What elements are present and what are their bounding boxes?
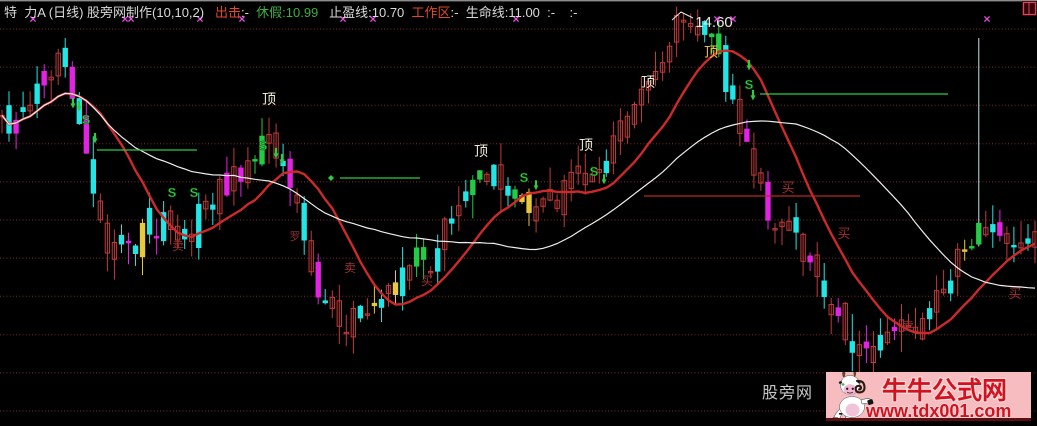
svg-text:S: S [520, 170, 529, 185]
svg-text:S: S [168, 185, 177, 200]
svg-text:www.tdx001.com: www.tdx001.com [865, 401, 1011, 421]
svg-text:卖: 卖 [172, 239, 184, 253]
svg-text:买: 买 [781, 180, 794, 195]
svg-text:顶: 顶 [262, 91, 276, 107]
svg-text:买: 买 [421, 274, 433, 288]
svg-text:顶: 顶 [579, 137, 593, 153]
svg-text:顶: 顶 [474, 143, 488, 159]
svg-text:卖: 卖 [344, 261, 356, 275]
svg-text:S: S [190, 185, 199, 200]
svg-text:S: S [590, 164, 599, 179]
svg-text:S: S [82, 112, 91, 127]
svg-text:S: S [259, 138, 268, 153]
svg-text:买: 买 [1008, 286, 1021, 301]
svg-text:顶: 顶 [641, 74, 655, 90]
svg-text:卖: 卖 [902, 319, 914, 333]
svg-text:顶: 顶 [704, 44, 718, 60]
svg-text:14.60: 14.60 [695, 14, 733, 31]
svg-text:S: S [745, 77, 754, 92]
svg-text:罗: 罗 [290, 230, 301, 243]
svg-text:买: 买 [837, 226, 850, 241]
